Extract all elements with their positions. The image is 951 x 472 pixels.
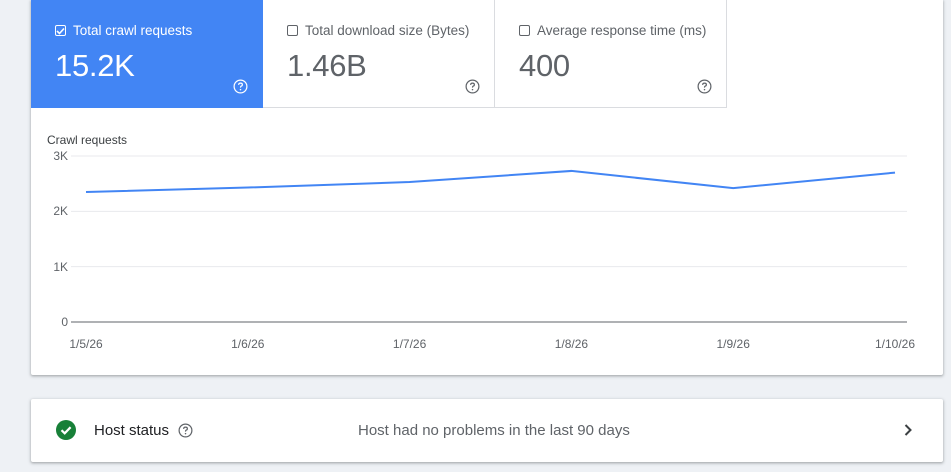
check-circle-icon bbox=[56, 420, 76, 440]
help-circle-icon[interactable] bbox=[233, 79, 248, 94]
host-status-message: Host had no problems in the last 90 days bbox=[358, 422, 630, 439]
metric-total-download-size[interactable]: Total download size (Bytes) 1.46B bbox=[263, 0, 495, 108]
checkbox-checked[interactable] bbox=[55, 25, 66, 36]
y-tick-label: 3K bbox=[53, 149, 68, 163]
help-circle-icon[interactable] bbox=[697, 79, 712, 94]
metric-value: 400 bbox=[519, 48, 570, 83]
metric-header: Total crawl requests bbox=[55, 23, 192, 38]
help-circle-icon[interactable] bbox=[465, 79, 480, 94]
help-circle-icon[interactable] bbox=[178, 423, 193, 438]
metric-total-crawl-requests[interactable]: Total crawl requests 15.2K bbox=[31, 0, 263, 108]
host-status-label: Host status bbox=[94, 422, 170, 439]
metric-header: Average response time (ms) bbox=[519, 23, 706, 38]
x-tick-label: 1/7/26 bbox=[392, 337, 427, 351]
x-tick-label: 1/10/26 bbox=[874, 337, 916, 351]
crawl-stats-card: Total crawl requests 15.2K Total downloa… bbox=[31, 0, 943, 375]
host-status-row[interactable]: Host status Host had no problems in the … bbox=[31, 399, 943, 462]
x-tick-label: 1/9/26 bbox=[716, 337, 750, 351]
x-tick-label: 1/8/26 bbox=[554, 337, 589, 351]
x-tick-label: 1/5/26 bbox=[69, 337, 103, 351]
crawl-requests-chart bbox=[71, 155, 907, 323]
checkbox-unchecked[interactable] bbox=[287, 25, 298, 36]
metric-label: Average response time (ms) bbox=[537, 23, 707, 38]
y-tick-label: 0 bbox=[61, 315, 68, 329]
x-tick-label: 1/6/26 bbox=[231, 337, 265, 351]
metric-value: 1.46B bbox=[287, 48, 367, 83]
metric-value: 15.2K bbox=[55, 48, 135, 83]
metric-label: Total download size (Bytes) bbox=[305, 23, 470, 38]
y-tick-label: 1K bbox=[53, 259, 68, 274]
chart-title: Crawl requests bbox=[47, 133, 128, 147]
chevron-right-icon[interactable] bbox=[901, 422, 915, 438]
metric-label: Total crawl requests bbox=[73, 23, 193, 38]
check-icon bbox=[56, 27, 65, 35]
series-line bbox=[85, 169, 896, 193]
y-tick-label: 2K bbox=[53, 204, 68, 219]
metric-average-response-time[interactable]: Average response time (ms) 400 bbox=[495, 0, 727, 108]
metric-header: Total download size (Bytes) bbox=[287, 23, 469, 38]
checkbox-unchecked[interactable] bbox=[519, 25, 530, 36]
